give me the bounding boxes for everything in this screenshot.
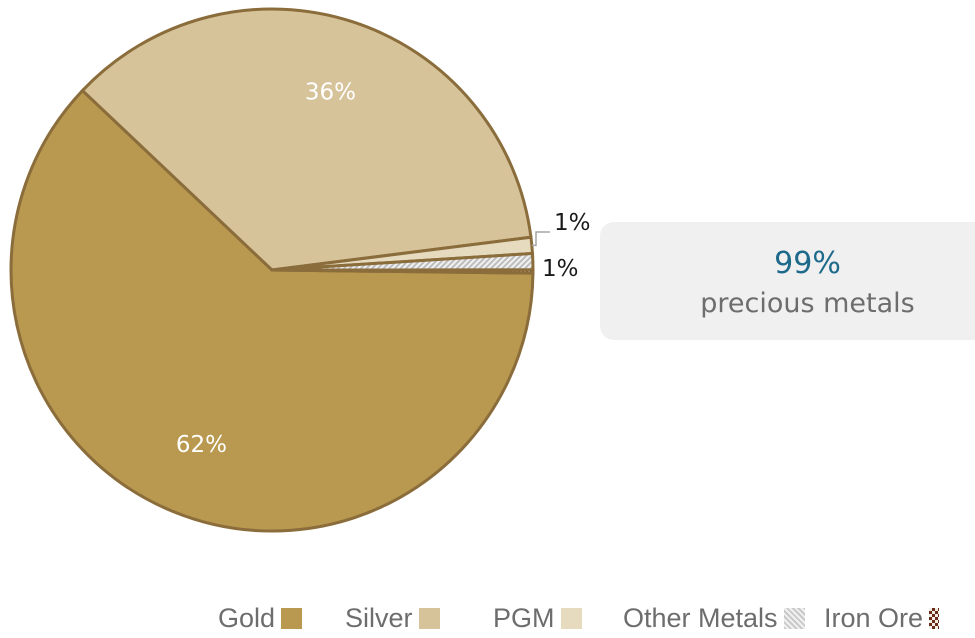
legend-label-gold: Gold — [218, 603, 276, 633]
legend-label-other-metals: Other Metals — [623, 603, 778, 633]
pie-slice-gold — [9, 88, 535, 533]
leader-line-pgm — [531, 231, 550, 247]
legend-swatch-silver — [418, 608, 440, 629]
pie-slice-silver — [80, 7, 533, 272]
legend-swatch-pgm — [560, 608, 582, 629]
precious-metals-callout: 99% precious metals — [600, 222, 975, 340]
legend-item-pgm: PGM — [493, 603, 582, 634]
data-label-other-metals: 1% — [542, 256, 579, 282]
legend-swatch-gold — [281, 608, 303, 629]
data-label-gold: 62% — [176, 432, 227, 458]
legend-swatch-iron-ore — [929, 608, 940, 629]
pie-chart: 62% 36% 1% 1% — [9, 7, 591, 533]
legend-item-silver: Silver — [345, 603, 440, 634]
legend-label-pgm: PGM — [493, 603, 555, 633]
legend-item-gold: Gold — [218, 603, 303, 634]
legend-swatch-other-metals — [783, 608, 805, 629]
legend-item-other-metals: Other Metals — [623, 603, 805, 634]
legend-label-silver: Silver — [345, 603, 413, 633]
legend-item-iron-ore: Iron Ore — [824, 603, 940, 634]
pie-slice-iron-ore — [271, 268, 535, 275]
data-label-silver: 36% — [305, 79, 356, 105]
legend-label-iron-ore: Iron Ore — [824, 603, 924, 633]
callout-value: 99% — [774, 246, 841, 281]
callout-text: precious metals — [700, 288, 915, 319]
data-label-pgm: 1% — [554, 210, 591, 236]
